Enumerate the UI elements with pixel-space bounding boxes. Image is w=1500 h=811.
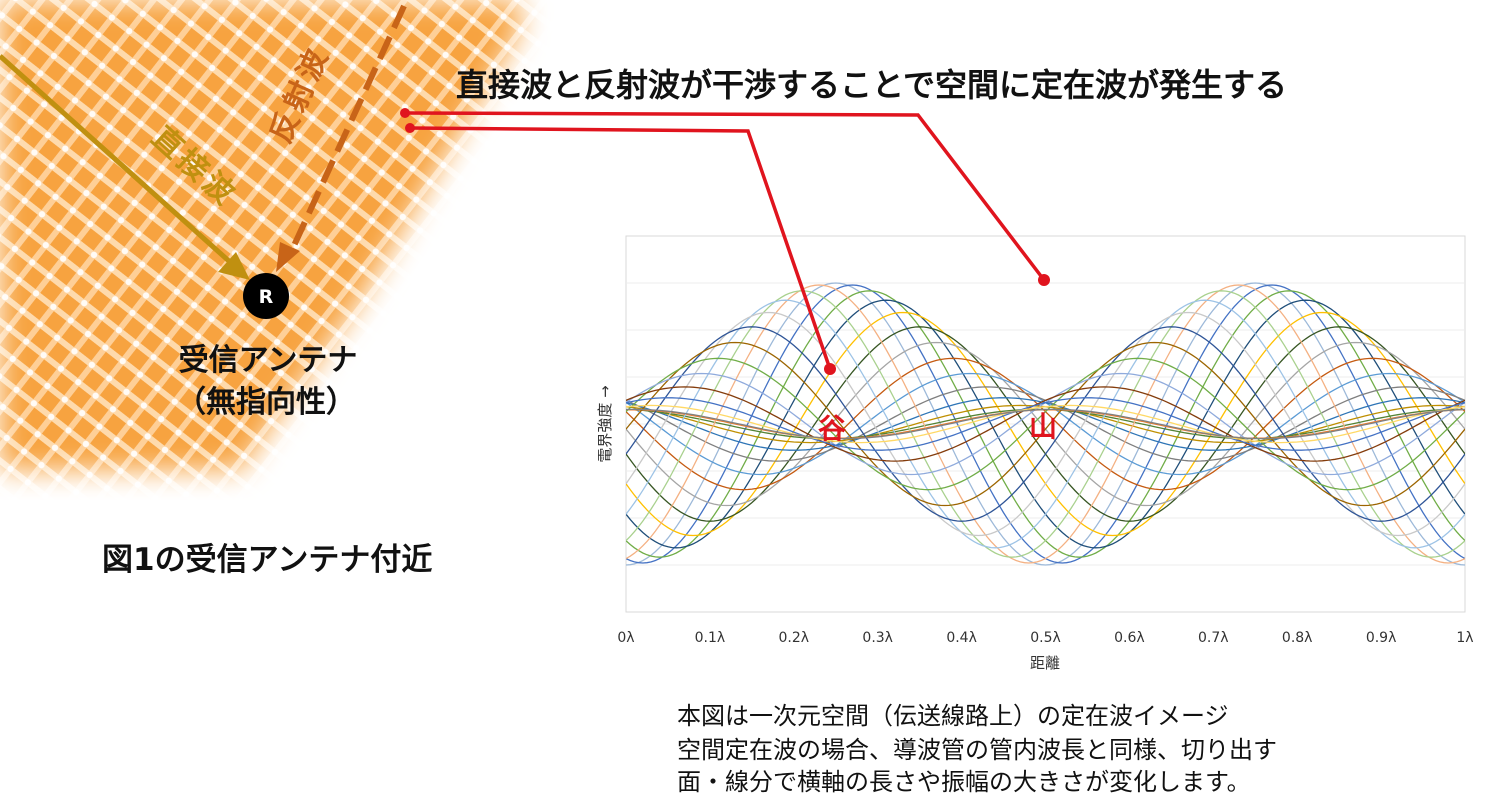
callout-leaders xyxy=(400,108,1050,375)
chart: 0λ 0.1λ 0.2λ 0.3λ 0.4λ 0.5λ 0.6λ 0.7λ 0.8λ 0.9λ 1λ… xyxy=(596,235,1474,672)
wave-series-line xyxy=(626,326,1465,522)
antenna-dot xyxy=(243,273,289,319)
x-tick-label: 0.6λ xyxy=(1114,630,1145,646)
x-tick-label: 0.4λ xyxy=(946,630,977,646)
x-axis-label: 距離 xyxy=(1030,654,1060,672)
peak-marker-dot xyxy=(1038,274,1050,286)
antenna-label-line2: （無指向性） xyxy=(176,385,356,420)
antenna-symbol: R xyxy=(259,286,274,308)
peak-label: 山 xyxy=(1029,410,1057,443)
wave-series-line xyxy=(626,357,1465,491)
headline: 直接波と反射波が干渉することで空間に定在波が発生する xyxy=(456,66,1288,104)
x-tick-label: 0.1λ xyxy=(695,630,726,646)
leader-dot xyxy=(405,123,415,133)
x-tick-label: 0.3λ xyxy=(862,630,893,646)
note-line-3: 面・線分で横軸の長さや振幅の大きさが変化します。 xyxy=(677,768,1251,796)
leader-dot xyxy=(400,108,410,118)
x-tick-label: 0λ xyxy=(617,630,634,646)
valley-leader-line xyxy=(409,126,832,370)
wave-series-line xyxy=(626,404,1465,444)
x-tick-labels: 0λ 0.1λ 0.2λ 0.3λ 0.4λ 0.5λ 0.6λ 0.7λ 0.8λ 0.9λ 1λ xyxy=(617,630,1473,646)
valley-label: 谷 xyxy=(818,412,847,445)
wave-curves xyxy=(626,282,1465,566)
wave-series-line xyxy=(626,299,1465,549)
wave-series-line xyxy=(626,284,1465,564)
wave-series-line xyxy=(626,290,1465,558)
wave-series-line xyxy=(626,386,1465,462)
wave-series-line xyxy=(626,311,1465,537)
figure-caption: 図1の受信アンテナ付近 xyxy=(102,542,433,578)
x-tick-label: 0.2λ xyxy=(779,630,810,646)
x-tick-label: 0.5λ xyxy=(1030,630,1061,646)
note-line-2: 空間定在波の場合、導波管の管内波長と同様、切り出す xyxy=(677,736,1277,764)
valley-marker-dot xyxy=(824,363,836,375)
direct-wave-arrow xyxy=(0,54,250,280)
wave-series-line xyxy=(626,341,1465,507)
x-tick-label: 0.7λ xyxy=(1198,630,1229,646)
reflected-wave-arrow xyxy=(276,4,407,272)
x-tick-label: 1λ xyxy=(1456,630,1473,646)
x-tick-label: 0.8λ xyxy=(1282,630,1313,646)
antenna-label-line1: 受信アンテナ xyxy=(179,343,358,378)
y-axis-label: 電界強度 → xyxy=(596,385,614,462)
wave-series-line xyxy=(626,397,1465,451)
peak-leader-line xyxy=(404,111,1046,282)
x-tick-label: 0.9λ xyxy=(1366,630,1397,646)
note-line-1: 本図は一次元空間（伝送線路上）の定在波イメージ xyxy=(677,702,1229,730)
wave-series-line xyxy=(626,408,1465,440)
gridlines xyxy=(626,282,1465,566)
wave-series-line xyxy=(626,282,1465,566)
